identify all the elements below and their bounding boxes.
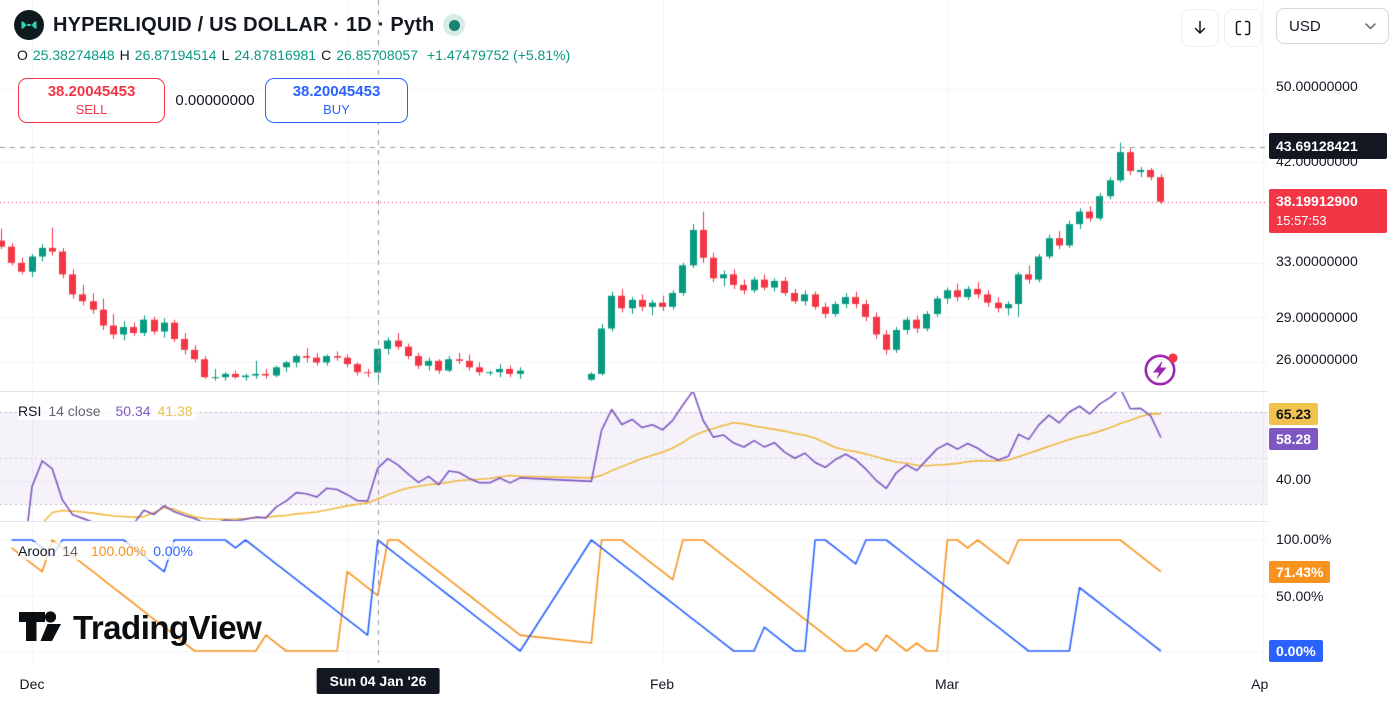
- aroon-down-badge: 0.00%: [1269, 640, 1323, 662]
- download-button[interactable]: [1181, 9, 1219, 47]
- high-value: 26.87194514: [134, 47, 217, 63]
- price-axis-label: 29.00000000: [1276, 309, 1358, 325]
- aroon-axis-label: 100.00%: [1276, 531, 1332, 547]
- currency-value: USD: [1289, 17, 1321, 35]
- tradingview-logo-icon: [19, 611, 61, 641]
- aroon-axis-label: 50.00%: [1276, 588, 1324, 604]
- sell-label: SELL: [75, 101, 108, 117]
- price-axis[interactable]: 50.00000000 42.00000000 33.00000000 29.0000…: [1268, 0, 1395, 663]
- close-value: 26.85708057: [336, 47, 418, 63]
- change-value: +1.47479752 (+5.81%): [427, 47, 571, 63]
- aroon-up-badge: 71.43%: [1269, 561, 1331, 583]
- price-axis-label: 50.00000000: [1276, 78, 1358, 94]
- time-axis[interactable]: Dec Feb Mar Apr Sun 04 Jan '26: [0, 663, 1395, 707]
- last-price-badge: 38.19912900 15:57:53: [1269, 189, 1387, 233]
- crosshair-date-tooltip: Sun 04 Jan '26: [316, 668, 440, 694]
- time-axis-label: Apr: [1251, 676, 1268, 692]
- fullscreen-icon: [1235, 20, 1251, 36]
- rsi-axis-label: 40.00: [1276, 471, 1312, 487]
- open-label: O: [17, 47, 28, 63]
- aroon-title[interactable]: Aroon: [18, 543, 56, 559]
- low-value: 24.87816981: [234, 47, 317, 63]
- rsi-title[interactable]: RSI: [18, 403, 42, 419]
- rsi-params: 14 close: [48, 403, 101, 419]
- price-axis-label: 33.00000000: [1276, 253, 1358, 269]
- rsi-ma-value: 41.38: [157, 403, 193, 419]
- buy-price: 38.20045453: [292, 83, 381, 100]
- price-axis-label: 26.00000000: [1276, 351, 1358, 367]
- symbol-header: HYPERLIQUID / US DOLLAR · 1D · Pyth: [14, 10, 466, 40]
- low-label: L: [221, 47, 230, 63]
- close-label: C: [321, 47, 332, 63]
- countdown-timer: 15:57:53: [1276, 212, 1327, 228]
- time-axis-label: Feb: [649, 676, 675, 692]
- rsi-badge: 58.28: [1269, 428, 1319, 450]
- fullscreen-button[interactable]: [1224, 9, 1262, 47]
- rsi-legend[interactable]: RSI 14 close 50.34 41.38: [18, 402, 197, 420]
- high-label: H: [119, 47, 130, 63]
- tradingview-watermark[interactable]: TradingView: [18, 609, 262, 647]
- time-axis-label: Mar: [934, 676, 960, 692]
- chevron-down-icon: [1365, 22, 1376, 30]
- aroon-legend[interactable]: Aroon 14 100.00% 0.00%: [18, 542, 197, 560]
- lightning-icon: [1144, 353, 1178, 386]
- ohlc-values: O 25.38274848 H 26.87194514 L 24.8781698…: [17, 47, 570, 63]
- pane-separator-main-rsi[interactable]: [0, 391, 1395, 392]
- aroon-params: 14: [62, 543, 78, 559]
- price-chart-canvas[interactable]: [0, 0, 1268, 663]
- time-axis-label: Dec: [19, 676, 45, 692]
- order-panel: 38.20045453 SELL 0.00000000 38.20045453 …: [18, 78, 408, 123]
- hyperliquid-logo-icon[interactable]: [14, 10, 44, 40]
- pane-separator-rsi-aroon[interactable]: [0, 521, 1395, 522]
- sell-button[interactable]: 38.20045453 SELL: [18, 78, 165, 123]
- buy-label: BUY: [323, 101, 350, 117]
- tradingview-watermark-text: TradingView: [73, 609, 262, 646]
- lightning-button[interactable]: [1140, 348, 1182, 390]
- aroon-down-value: 0.00%: [153, 543, 193, 559]
- rsi-value: 50.34: [115, 403, 151, 419]
- currency-dropdown[interactable]: USD: [1276, 8, 1389, 44]
- buy-button[interactable]: 38.20045453 BUY: [265, 78, 408, 123]
- sell-price: 38.20045453: [47, 83, 136, 100]
- spread-value: 0.00000000: [175, 92, 255, 109]
- download-icon: [1194, 20, 1206, 34]
- open-value: 25.38274848: [32, 47, 115, 63]
- market-status-icon[interactable]: [443, 14, 466, 36]
- aroon-up-value: 100.00%: [90, 543, 147, 559]
- crosshair-price-badge: 43.69128421: [1269, 133, 1387, 159]
- rsi-ma-badge: 65.23: [1269, 403, 1319, 425]
- symbol-title[interactable]: HYPERLIQUID / US DOLLAR · 1D · Pyth: [53, 13, 435, 36]
